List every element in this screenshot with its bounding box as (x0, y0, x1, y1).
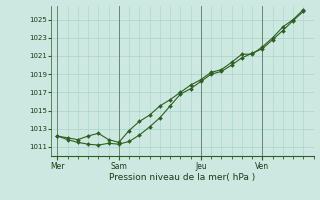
X-axis label: Pression niveau de la mer( hPa ): Pression niveau de la mer( hPa ) (109, 173, 256, 182)
